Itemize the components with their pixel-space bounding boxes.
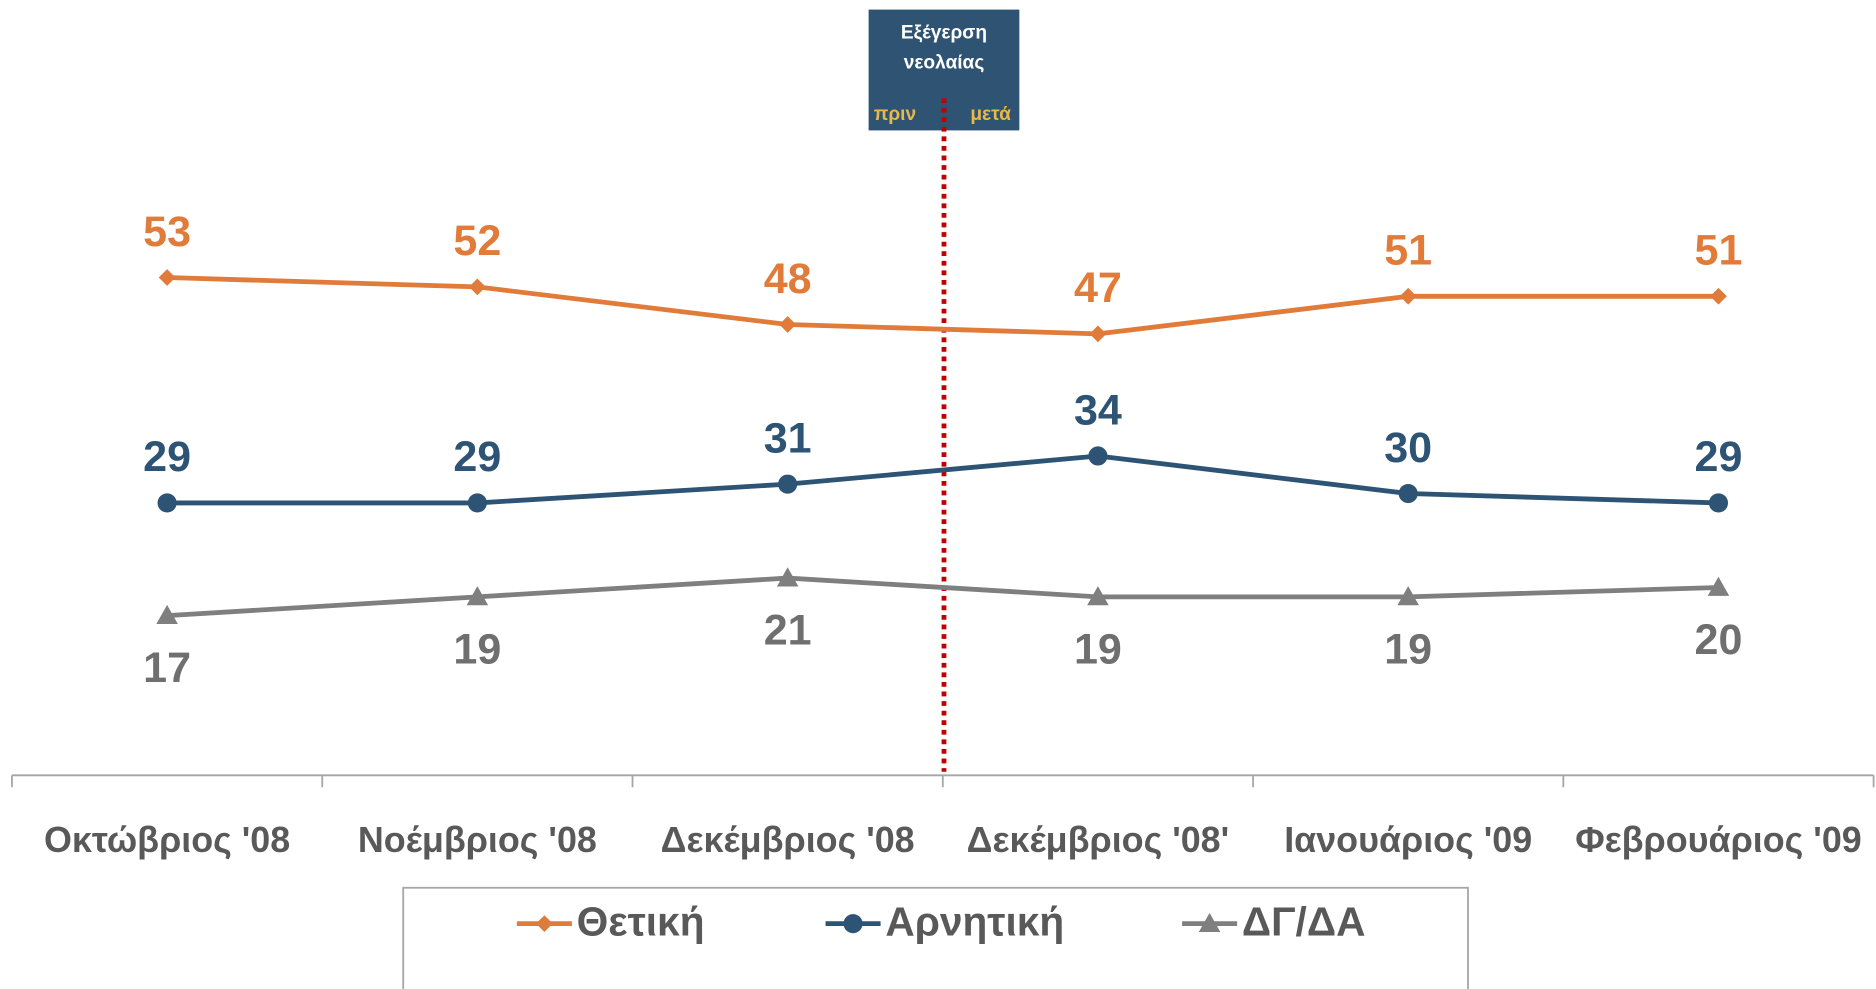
point-marker	[1397, 586, 1419, 606]
data-label: 51	[1384, 227, 1432, 275]
legend-marker	[536, 915, 553, 933]
annotation-after: μετά	[970, 104, 1011, 125]
x-tick-label: Νοέμβριος '08	[358, 820, 597, 860]
data-label: 51	[1695, 227, 1743, 275]
data-label: 19	[1384, 625, 1432, 673]
point-marker	[1708, 493, 1729, 513]
data-label: 29	[1695, 433, 1743, 481]
series-line	[167, 453, 1719, 506]
point-marker	[1089, 325, 1107, 343]
point-marker	[1399, 287, 1417, 305]
data-label: 21	[764, 606, 812, 654]
legend-label: Θετική	[577, 899, 705, 945]
data-label: 47	[1074, 264, 1122, 312]
point-marker	[1710, 287, 1727, 305]
data-label: 30	[1384, 424, 1432, 472]
point-marker	[466, 586, 489, 606]
data-label: 48	[764, 255, 812, 303]
legend-label: Αρνητική	[885, 899, 1064, 945]
point-marker	[157, 493, 177, 513]
point-marker	[776, 567, 799, 587]
x-tick-label: Ιανουάριος '09	[1284, 820, 1532, 860]
data-label: 29	[453, 433, 501, 481]
annotation-text: νεολαίας	[904, 52, 985, 73]
series-line	[167, 275, 1719, 337]
point-marker	[158, 269, 176, 286]
legend-box	[402, 886, 1469, 989]
annotation-text: Εξέγερση	[901, 23, 987, 44]
data-label: 19	[1074, 625, 1122, 673]
point-marker	[1087, 586, 1109, 606]
legend-marker	[843, 914, 863, 934]
point-marker	[1707, 576, 1730, 596]
point-marker	[469, 278, 486, 296]
x-tick-label: Οκτώβριος '08	[44, 820, 290, 860]
x-tick-label: Δεκέμβριος '08	[661, 820, 915, 860]
legend-marker	[1198, 912, 1221, 933]
point-marker	[779, 316, 797, 333]
point-marker	[467, 493, 487, 513]
point-marker	[1398, 483, 1418, 504]
data-label: 52	[453, 217, 501, 265]
data-label: 29	[143, 433, 191, 481]
point-marker	[778, 474, 798, 494]
legend-label: ΔΓ/ΔΑ	[1242, 899, 1366, 945]
annotation-before: πριν	[874, 104, 916, 125]
data-label: 19	[453, 625, 501, 673]
data-label: 53	[143, 208, 191, 256]
x-tick-label: Φεβρουάριος '09	[1575, 820, 1862, 860]
data-label: 31	[764, 414, 812, 462]
point-marker	[1088, 446, 1108, 466]
x-tick-label: Δεκέμβριος '08'	[967, 820, 1230, 860]
data-label: 34	[1074, 386, 1122, 434]
data-label: 20	[1695, 616, 1743, 664]
data-label: 17	[143, 644, 191, 692]
series-line	[166, 575, 1719, 619]
point-marker	[156, 604, 178, 625]
